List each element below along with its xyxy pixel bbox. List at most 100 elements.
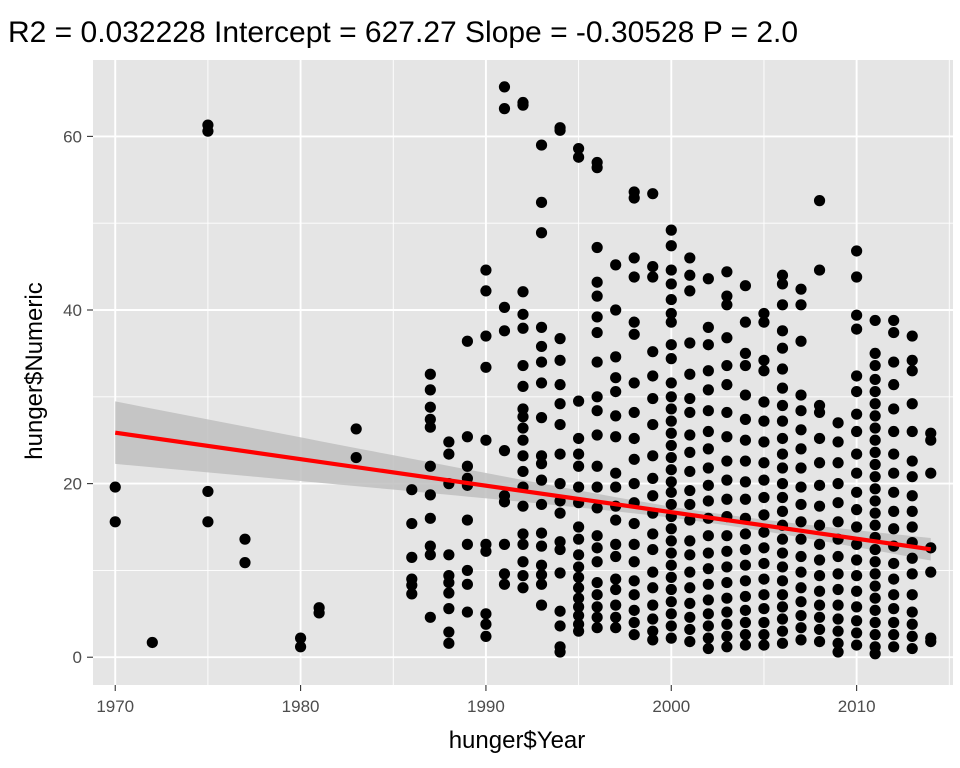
data-point [628, 192, 640, 204]
data-point [702, 339, 714, 351]
data-point [517, 411, 529, 423]
data-point [684, 535, 696, 547]
data-point [851, 538, 863, 550]
data-point [647, 528, 659, 540]
data-point [758, 603, 770, 615]
data-point [906, 630, 918, 642]
data-point [888, 616, 900, 629]
data-point [684, 465, 696, 478]
data-point [776, 601, 789, 613]
data-point [758, 616, 770, 629]
data-point [758, 415, 770, 427]
data-point [554, 605, 566, 617]
data-point [535, 498, 548, 511]
data-point [851, 554, 863, 566]
chart-title: R2 = 0.032228 Intercept = 627.27 Slope =… [8, 16, 798, 49]
data-point [851, 627, 863, 639]
data-point [925, 566, 937, 578]
data-point [610, 467, 622, 479]
data-point [739, 434, 752, 446]
data-point [591, 601, 603, 613]
data-point [721, 431, 733, 443]
data-point [906, 365, 918, 377]
data-point [480, 361, 492, 373]
data-point [758, 557, 770, 570]
data-point [535, 474, 548, 486]
data-point [925, 635, 937, 648]
data-point [610, 573, 622, 585]
data-point [739, 389, 752, 401]
data-point [888, 641, 900, 653]
data-point [776, 491, 789, 504]
data-point [776, 561, 789, 573]
data-point [665, 632, 677, 644]
data-point [906, 589, 918, 601]
data-point [647, 599, 659, 611]
data-point [832, 646, 844, 658]
data-point [906, 425, 918, 438]
data-point [888, 425, 900, 438]
data-point [869, 580, 881, 592]
data-point [610, 372, 622, 384]
data-point [702, 462, 714, 474]
data-point [554, 543, 566, 556]
data-point [869, 359, 881, 372]
data-point [851, 323, 863, 335]
data-point [665, 547, 677, 559]
data-point [665, 451, 677, 464]
data-point [776, 533, 789, 545]
data-point [647, 634, 659, 646]
data-point [906, 552, 918, 564]
data-point [795, 405, 807, 417]
data-point [721, 493, 733, 505]
data-point [498, 325, 511, 337]
data-point [739, 476, 752, 488]
data-point [758, 526, 770, 538]
data-point [591, 542, 603, 554]
data-point [628, 517, 640, 530]
data-point [888, 523, 900, 535]
data-point [294, 632, 307, 644]
data-point [498, 301, 511, 313]
data-point [684, 446, 696, 458]
data-point [906, 490, 918, 502]
data-point [702, 405, 714, 417]
data-point [647, 418, 659, 431]
data-point [906, 642, 918, 655]
data-point [869, 458, 881, 471]
data-point [851, 585, 863, 597]
data-point [813, 479, 826, 491]
data-point [832, 550, 844, 563]
data-point [758, 307, 770, 320]
data-point [424, 611, 436, 623]
data-point [628, 538, 640, 550]
data-point [535, 458, 548, 470]
data-point [591, 429, 603, 441]
data-point [795, 609, 807, 622]
data-point [665, 307, 677, 320]
data-point [721, 266, 733, 278]
data-point [573, 395, 585, 407]
data-point [480, 434, 492, 446]
data-point [888, 467, 900, 479]
data-point [795, 283, 807, 295]
data-point [628, 432, 640, 445]
data-point [535, 599, 548, 611]
data-point [573, 592, 585, 604]
data-point [628, 328, 640, 340]
data-point [591, 611, 603, 623]
data-point [832, 625, 844, 637]
data-point [832, 613, 844, 625]
data-point [813, 585, 826, 597]
data-point [109, 481, 121, 493]
data-point [517, 582, 529, 594]
data-point [758, 316, 770, 328]
data-point [628, 316, 640, 328]
data-point [591, 405, 603, 417]
data-point [869, 507, 881, 519]
data-point [628, 453, 640, 465]
data-point [665, 377, 677, 389]
data-point [313, 607, 325, 619]
data-point [647, 188, 659, 200]
data-point [795, 566, 807, 578]
